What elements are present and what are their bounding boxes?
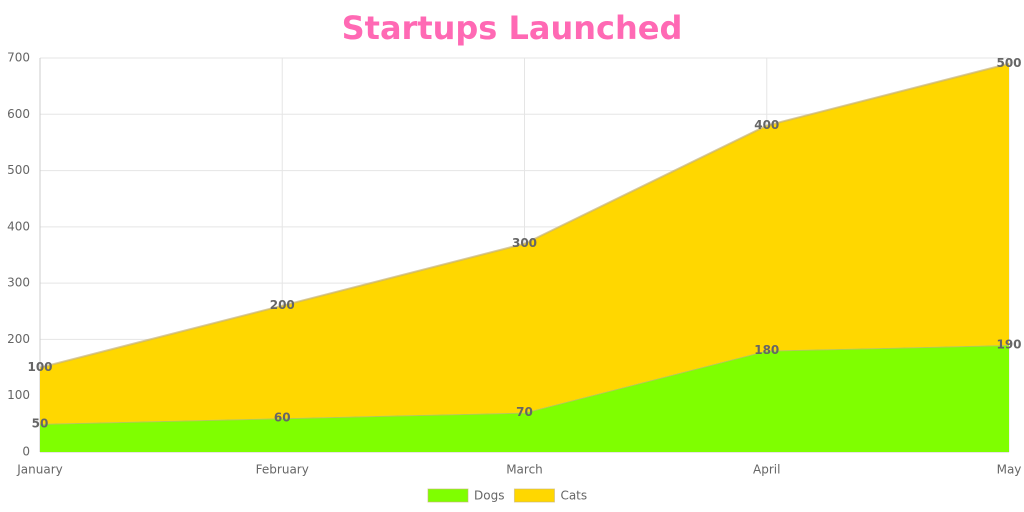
- data-label: 60: [274, 411, 291, 425]
- data-label: 190: [996, 338, 1021, 352]
- y-tick-label: 300: [7, 276, 30, 290]
- y-tick-label: 600: [7, 107, 30, 121]
- legend-label: Cats: [560, 489, 587, 503]
- y-tick-label: 400: [7, 219, 30, 233]
- y-tick-label: 100: [7, 388, 30, 402]
- y-tick-label: 0: [22, 445, 30, 459]
- legend-swatch: [513, 488, 555, 503]
- y-tick-label: 500: [7, 163, 30, 177]
- x-tick-label: May: [997, 463, 1022, 477]
- data-label: 200: [270, 298, 295, 312]
- data-label: 100: [27, 360, 52, 374]
- x-tick-label: February: [256, 463, 309, 477]
- data-label: 500: [996, 56, 1021, 70]
- data-label: 70: [516, 405, 533, 419]
- x-tick-label: April: [753, 463, 780, 477]
- data-label: 50: [32, 416, 49, 430]
- x-tick-label: March: [506, 463, 543, 477]
- chart-title: Startups Launched: [342, 9, 683, 47]
- data-label: 180: [754, 343, 779, 357]
- area: [40, 345, 1009, 452]
- y-tick-label: 700: [7, 51, 30, 65]
- data-label: 400: [754, 118, 779, 132]
- legend-label: Dogs: [474, 489, 504, 503]
- data-label: 300: [512, 236, 537, 250]
- legend-swatch: [427, 488, 469, 503]
- x-tick-label: January: [16, 463, 63, 477]
- y-tick-label: 200: [7, 332, 30, 346]
- area-line: [39, 62, 1010, 369]
